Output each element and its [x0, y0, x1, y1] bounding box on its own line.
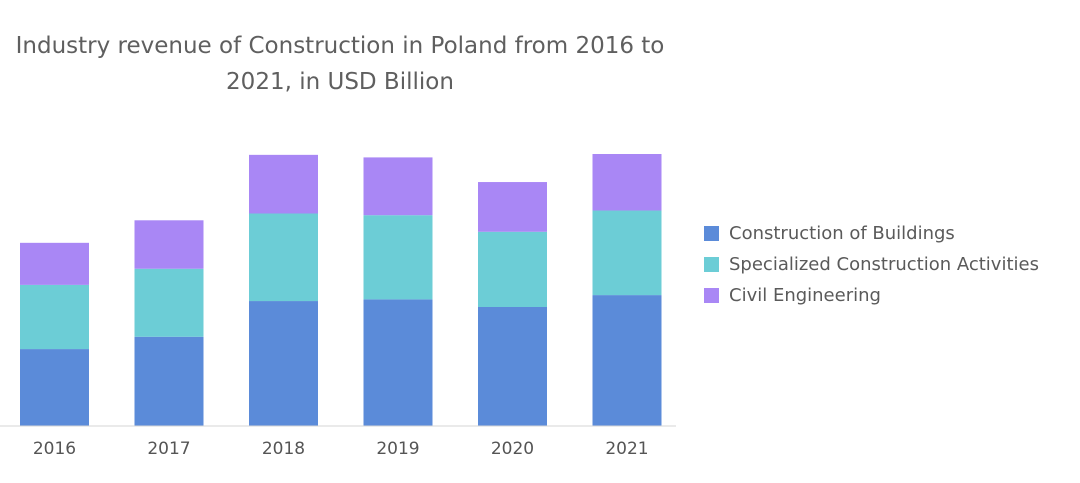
bar-2021-series-0 — [592, 295, 662, 426]
legend-item: Construction of Buildings — [704, 218, 1039, 249]
bar-2019-series-2 — [363, 157, 433, 216]
legend-swatch — [704, 226, 719, 241]
bar-2019-series-0 — [363, 299, 433, 426]
bar-2018-series-2 — [249, 154, 318, 214]
bar-2016-series-0 — [20, 349, 89, 426]
legend: Construction of Buildings Specialized Con… — [704, 218, 1039, 311]
bar-2019-series-1 — [363, 215, 433, 300]
bar-2020-series-0 — [478, 307, 547, 426]
bar-2016-series-1 — [20, 284, 89, 350]
legend-label: Specialized Construction Activities — [729, 254, 1039, 275]
x-tick-label: 2017 — [147, 439, 190, 459]
x-tick-label: 2019 — [376, 439, 419, 459]
chart-title: Industry revenue of Construction in Pola… — [15, 33, 665, 95]
legend-item: Civil Engineering — [704, 280, 1039, 311]
legend-item: Specialized Construction Activities — [704, 249, 1039, 280]
legend-swatch — [704, 288, 719, 303]
legend-label: Civil Engineering — [729, 285, 881, 306]
bar-2020-series-1 — [478, 231, 547, 307]
x-tick-label: 2018 — [262, 439, 305, 459]
x-tick-label: 2020 — [491, 439, 534, 459]
bar-2018-series-1 — [249, 213, 318, 302]
bar-2018-series-0 — [249, 301, 318, 426]
bar-2021-series-1 — [592, 210, 662, 296]
bar-2017-series-2 — [134, 220, 204, 269]
bar-2020-series-2 — [478, 182, 547, 232]
bar-2021-series-2 — [592, 154, 662, 211]
x-tick-label: 2021 — [605, 439, 648, 459]
legend-swatch — [704, 257, 719, 272]
bar-2016-series-2 — [20, 242, 89, 285]
legend-label: Construction of Buildings — [729, 223, 955, 244]
bar-2017-series-0 — [134, 336, 204, 426]
x-tick-label: 2016 — [33, 439, 76, 459]
bar-2017-series-1 — [134, 268, 204, 337]
